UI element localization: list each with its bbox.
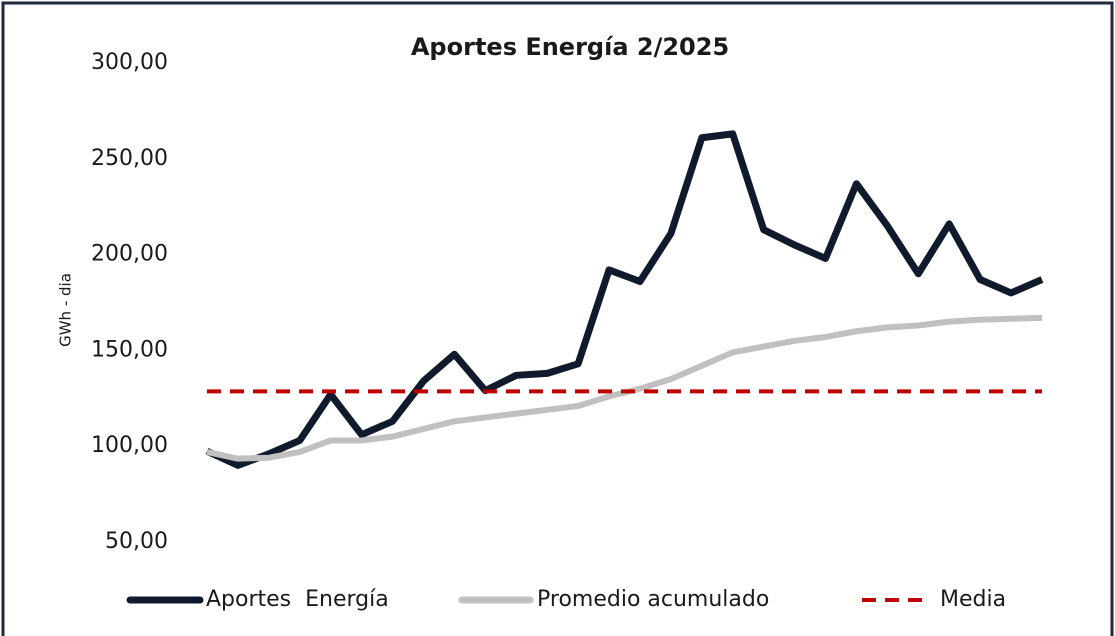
- y-tick-label: 250,00: [91, 146, 168, 171]
- chart-title: Aportes Energía 2/2025: [411, 33, 729, 61]
- y-tick-label: 150,00: [91, 337, 168, 362]
- legend-label: Media: [940, 587, 1006, 612]
- y-tick-label: 300,00: [91, 50, 168, 75]
- legend-label: Aportes Energía: [206, 587, 389, 612]
- y-tick-label: 50,00: [105, 529, 168, 554]
- legend-label: Promedio acumulado: [537, 587, 769, 612]
- y-tick-label: 100,00: [91, 433, 168, 458]
- y-axis-label: GWh - dia: [57, 273, 75, 347]
- series-line: [205, 130, 1044, 469]
- y-tick-label: 200,00: [91, 242, 168, 267]
